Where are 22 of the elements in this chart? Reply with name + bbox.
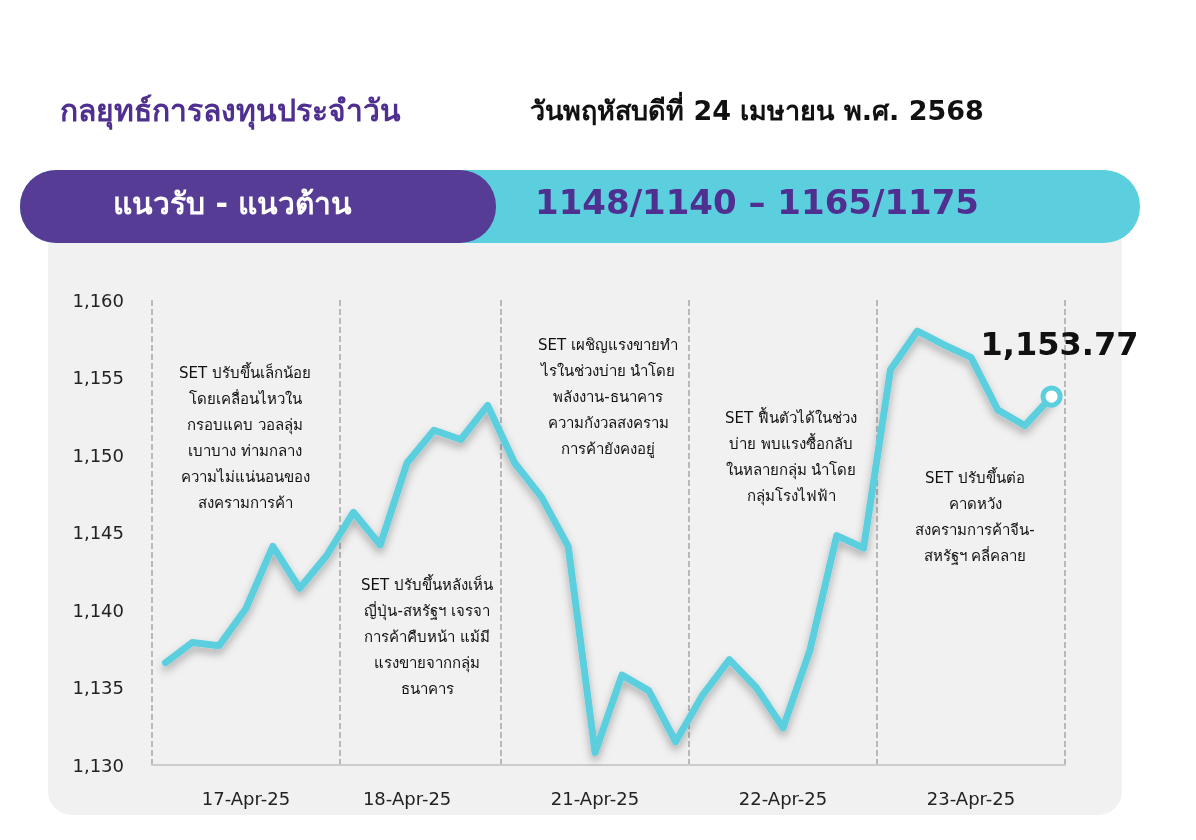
chart-title: กลยุทธ์การลงทุนประจำวัน	[60, 92, 401, 130]
chart-subtitle: วันพฤหัสบดีที่ 24 เมษายน พ.ศ. 2568	[530, 91, 984, 126]
text: แนวรับ - แนวต้าน	[113, 185, 353, 221]
annotation: SET ปรับขึ้นหลังเห็น ญี่ปุ่น-สหรัฐฯ เจรจา การค้าคืบหน้า แม้มี แรงขายจากกลุ่ม ธนาคาร	[361, 574, 493, 698]
y-tick-label: 1,130	[72, 754, 124, 776]
data-label: 1,153.77	[980, 324, 1139, 363]
annotation: SET ปรับขึ้นเล็กน้อย โดยเคลื่อนไหวใน กรอบแคบ วอลลุ่ม เบาบาง ท่ามกลาง ความไม่แน่นอนของ สงครามการค้า	[179, 362, 311, 512]
annotation: SET ฟื้นตัวได้ในช่วง บ่าย พบแรงซื้อกลับ ในหลายกลุ่ม นำโดย กลุ่มโรงไฟฟ้า	[725, 407, 857, 506]
text: 1148/1140 – 1165/1175	[535, 182, 980, 222]
x-tick-label: 18-Apr-25	[362, 787, 452, 809]
x-tick-label: 22-Apr-25	[738, 787, 828, 809]
x-tick-label: 17-Apr-25	[201, 787, 291, 809]
x-tick-label: 21-Apr-25	[550, 787, 640, 809]
y-tick-label: 1,135	[72, 677, 124, 698]
y-tick-label: 1,145	[72, 522, 124, 543]
y-tick-label: 1,140	[72, 599, 124, 621]
y-tick-label: 1,150	[72, 444, 124, 466]
annotation: SET ปรับขึ้นต่อ คาดหวัง สงครามการค้าจีน- สหรัฐฯ คลี่คลาย	[915, 467, 1035, 565]
y-tick-label: 1,155	[72, 367, 124, 388]
y-tick-label: 1,160	[72, 289, 124, 311]
annotation: SET เผชิญแรงขายทำ ไรในช่วงบ่าย นำโดย พลังงาน-ธนาคาร ความกังวลสงคราม การค้ายังคงอยู่	[538, 336, 678, 458]
x-tick-label: 23-Apr-25	[926, 787, 1016, 809]
